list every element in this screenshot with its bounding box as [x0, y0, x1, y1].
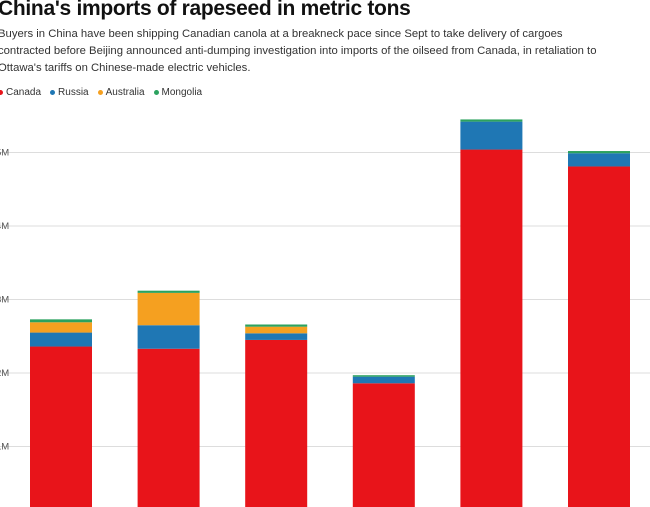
bar-segment-canada: [568, 166, 630, 507]
bar-segment-russia: [460, 121, 523, 150]
legend-item-australia: Australia: [97, 87, 145, 98]
bar-segment-mongolia: [245, 324, 308, 327]
subtitle-line: Buyers in China have been shipping Canad…: [0, 28, 563, 40]
bar-segment-russia: [568, 153, 630, 167]
legend-swatch-canada: [0, 90, 3, 95]
legend-swatch-mongolia: [153, 90, 159, 95]
bar-segment-mongolia: [568, 151, 630, 154]
legend-label-mongolia: Mongolia: [161, 87, 203, 98]
bar-segment-russia: [245, 333, 308, 340]
bar-segment-russia: [30, 332, 92, 347]
subtitle-line: Ottawa's tariffs on Chinese-made electri…: [0, 62, 251, 74]
bar-segment-russia: [137, 325, 200, 349]
bar-segment-canada: [245, 339, 308, 507]
legend-label-australia: Australia: [105, 87, 145, 98]
legend-swatch-russia: [50, 90, 56, 95]
bar-segment-mongolia: [30, 319, 92, 323]
chart-subtitle: Buyers in China have been shipping Canad…: [0, 26, 648, 77]
y-tick-label: 4M: [0, 221, 9, 232]
bar-segment-mongolia: [137, 290, 200, 293]
legend-swatch-australia: [97, 90, 103, 95]
bar-segment-mongolia: [352, 375, 415, 377]
bar-segment-australia: [30, 322, 92, 333]
chart-legend: Canada Russia Australia Mongolia: [0, 87, 202, 98]
bar-segment-canada: [460, 149, 523, 507]
legend-item-mongolia: Mongolia: [153, 87, 203, 98]
subtitle-line: contracted before Beijing announced anti…: [0, 45, 597, 57]
bar-segment-canada: [30, 346, 92, 507]
y-tick-label: 2M: [0, 368, 9, 379]
y-tick-label: 1M: [0, 442, 9, 453]
chart-title: China's imports of rapeseed in metric to…: [0, 0, 411, 20]
bar-segment-mongolia: [460, 119, 523, 122]
legend-item-canada: Canada: [0, 87, 41, 98]
y-tick-label: 5M: [0, 148, 9, 159]
legend-label-russia: Russia: [58, 87, 89, 98]
bar-segment-australia: [137, 292, 200, 326]
bar-segment-russia: [352, 376, 415, 384]
bar-segment-canada: [352, 383, 415, 507]
legend-item-russia: Russia: [50, 87, 89, 98]
legend-label-canada: Canada: [6, 87, 42, 98]
bar-segment-australia: [245, 326, 308, 334]
bar-segment-canada: [137, 348, 200, 507]
y-tick-label: 3M: [0, 295, 9, 306]
